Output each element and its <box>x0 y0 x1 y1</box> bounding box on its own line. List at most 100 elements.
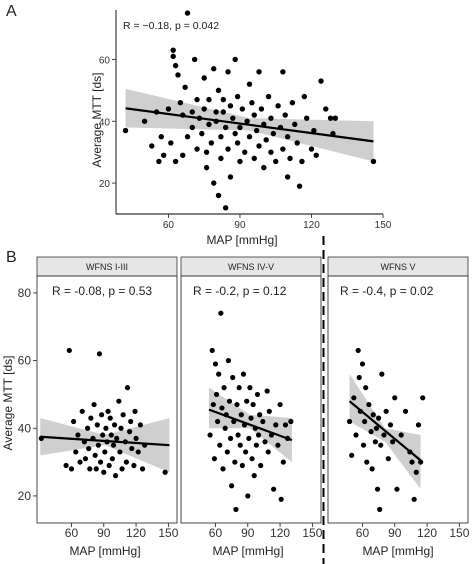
data-point <box>247 385 253 391</box>
correlation-annotation: R = −0.18, p = 0.042 <box>123 20 219 32</box>
data-point <box>355 347 361 354</box>
data-point <box>265 449 271 455</box>
data-point <box>304 115 310 121</box>
data-point <box>218 134 224 140</box>
x-tick-label: 60 <box>356 526 370 540</box>
data-point <box>123 459 129 465</box>
data-point <box>284 174 291 180</box>
data-point <box>262 439 268 445</box>
data-point <box>418 459 424 465</box>
data-point <box>239 462 245 469</box>
trend-line <box>348 400 422 462</box>
data-point <box>219 405 225 411</box>
regression-line <box>125 107 374 143</box>
data-point <box>287 155 293 162</box>
x-tick-label: 60 <box>163 220 175 231</box>
data-point <box>387 422 394 428</box>
x-tick-label: 90 <box>388 526 402 540</box>
data-point <box>351 395 357 401</box>
data-point <box>251 155 257 162</box>
data-point <box>402 408 409 414</box>
data-point <box>118 425 124 431</box>
data-point <box>282 422 289 428</box>
data-point <box>141 118 148 124</box>
scatter-points <box>346 347 426 513</box>
data-point <box>206 96 212 103</box>
data-point <box>225 146 231 152</box>
data-point <box>251 112 257 118</box>
data-point <box>117 449 123 455</box>
data-point <box>376 415 382 421</box>
data-point <box>356 374 362 381</box>
data-point <box>137 422 143 428</box>
data-point <box>108 432 114 438</box>
data-point <box>301 93 308 100</box>
data-point <box>222 425 228 431</box>
data-point <box>292 121 298 128</box>
data-point <box>246 81 253 87</box>
data-point <box>313 152 319 158</box>
data-point <box>253 127 260 134</box>
plot-frame <box>36 275 178 524</box>
data-point <box>236 385 242 391</box>
data-point <box>369 466 375 472</box>
data-point <box>363 385 369 391</box>
trend-line <box>40 435 170 447</box>
data-point <box>209 347 215 354</box>
data-point <box>105 408 111 414</box>
axes: 60 90 120 150 <box>180 275 323 540</box>
data-point <box>411 496 417 502</box>
data-point <box>85 425 91 431</box>
data-point <box>156 158 162 165</box>
data-point <box>160 152 167 158</box>
correlation-annotation: R = -0.08, p = 0.53 <box>52 284 152 298</box>
data-point <box>237 158 243 165</box>
panel-b-y-axis-label: Average MTT [ds] <box>1 356 15 451</box>
data-point <box>218 155 224 162</box>
data-point <box>349 452 355 458</box>
data-point <box>191 56 198 63</box>
regression-line <box>208 408 293 442</box>
data-point <box>296 183 303 189</box>
data-point <box>212 361 219 367</box>
data-point <box>311 127 317 134</box>
data-point <box>377 506 383 513</box>
data-point <box>165 106 172 112</box>
data-point <box>420 395 426 401</box>
data-point <box>271 486 277 492</box>
data-point <box>226 398 233 404</box>
data-point <box>260 418 266 425</box>
data-point <box>217 442 223 448</box>
data-point <box>79 408 85 414</box>
data-point <box>415 422 422 428</box>
data-point <box>258 106 265 112</box>
data-point <box>257 412 263 418</box>
y-tick-label: 40 <box>18 421 32 435</box>
data-point <box>215 418 221 425</box>
data-point <box>234 140 241 146</box>
data-point <box>258 462 264 469</box>
data-point <box>227 103 234 109</box>
data-point <box>251 473 257 479</box>
data-point <box>66 347 72 354</box>
data-point <box>233 506 239 513</box>
data-point <box>268 149 274 155</box>
data-point <box>203 164 210 171</box>
data-point <box>268 115 274 121</box>
data-point <box>289 100 296 106</box>
confidence-band <box>40 418 170 473</box>
data-point <box>207 432 213 438</box>
axes: 60 90 120 150 20 40 60 80 <box>18 275 179 540</box>
data-point <box>172 158 179 165</box>
data-point <box>213 391 220 398</box>
data-point <box>73 449 79 455</box>
x-tick-label: 90 <box>97 526 111 540</box>
data-point <box>237 124 243 131</box>
data-point <box>385 456 391 462</box>
data-point <box>215 87 222 94</box>
data-point <box>261 164 267 171</box>
panel-a-letter: A <box>6 3 17 20</box>
data-point <box>106 462 112 469</box>
data-point <box>284 134 291 140</box>
data-point <box>346 418 353 425</box>
